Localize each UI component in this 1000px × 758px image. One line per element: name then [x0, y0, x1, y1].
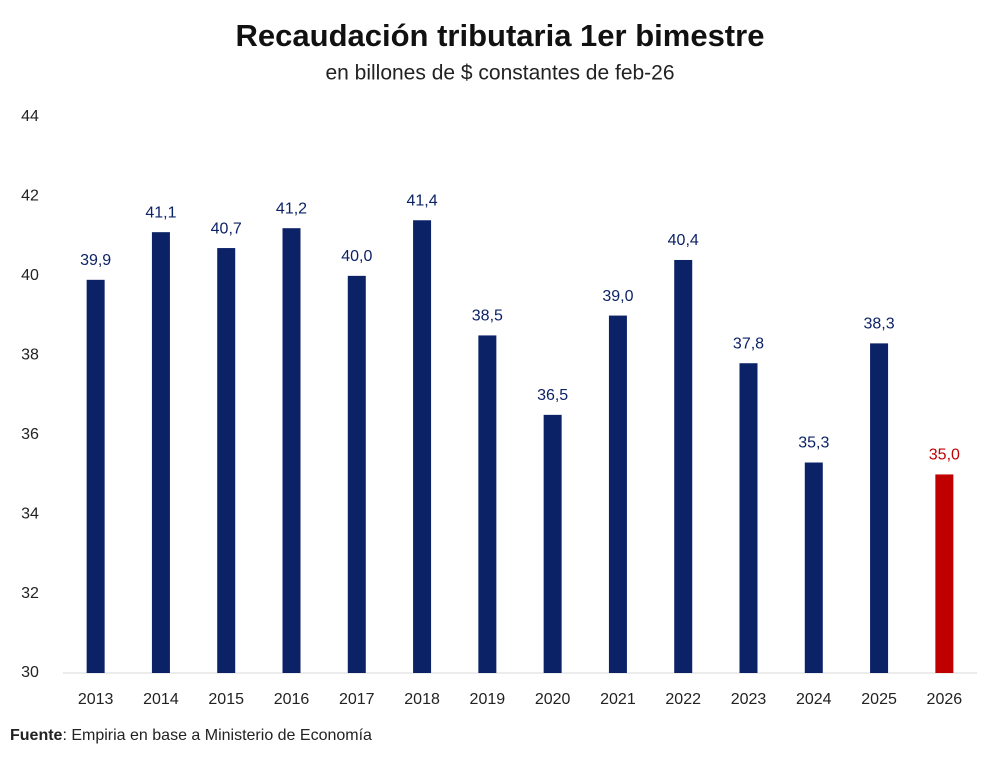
bar [86, 279, 105, 673]
y-tick-label: 34 [21, 505, 39, 522]
bar [739, 363, 758, 673]
value-label: 39,0 [602, 288, 633, 305]
source-label: Fuente [10, 727, 63, 744]
bar [935, 474, 954, 673]
x-tick-label: 2013 [78, 691, 114, 708]
x-tick-label: 2018 [404, 691, 440, 708]
bar [413, 220, 432, 673]
value-label: 38,3 [864, 316, 895, 333]
bar [870, 343, 889, 673]
bar [804, 462, 823, 673]
x-tick-label: 2021 [600, 691, 636, 708]
value-label: 40,0 [341, 248, 372, 265]
x-tick-label: 2022 [665, 691, 701, 708]
x-tick-label: 2024 [796, 691, 832, 708]
y-tick-label: 32 [21, 585, 39, 602]
y-tick-label: 38 [21, 347, 39, 364]
bar [282, 228, 301, 673]
bar [151, 232, 170, 673]
bar [674, 259, 693, 673]
value-label: 36,5 [537, 387, 568, 404]
source: Fuente: Empiria en base a Ministerio de … [10, 727, 372, 744]
chart-subtitle: en billones de $ constantes de feb-26 [325, 62, 674, 85]
source-text: : Empiria en base a Ministerio de Econom… [62, 727, 372, 744]
bar [347, 275, 366, 673]
y-tick-label: 30 [21, 664, 39, 681]
value-label: 40,4 [668, 232, 699, 249]
x-tick-label: 2023 [731, 691, 767, 708]
bar [217, 248, 236, 674]
value-label: 38,5 [472, 308, 503, 325]
x-tick-label: 2026 [927, 691, 963, 708]
bar [608, 315, 627, 673]
y-tick-label: 44 [21, 108, 39, 125]
x-tick-label: 2016 [274, 691, 310, 708]
value-label: 41,1 [145, 204, 176, 221]
y-tick-label: 36 [21, 426, 39, 443]
value-label: 41,2 [276, 200, 307, 217]
x-tick-label: 2020 [535, 691, 571, 708]
y-tick-label: 42 [21, 188, 39, 205]
value-label: 35,3 [798, 435, 829, 452]
x-tick-label: 2025 [861, 691, 897, 708]
value-label: 37,8 [733, 335, 764, 352]
x-tick-label: 2015 [208, 691, 244, 708]
chart-title: Recaudación tributaria 1er bimestre [236, 18, 765, 53]
value-label: 39,9 [80, 252, 111, 269]
x-tick-label: 2017 [339, 691, 375, 708]
y-tick-label: 40 [21, 267, 39, 284]
value-label: 41,4 [407, 192, 438, 209]
bar [478, 335, 497, 673]
x-tick-label: 2014 [143, 691, 179, 708]
x-tick-label: 2019 [470, 691, 506, 708]
value-label: 35,0 [929, 447, 960, 464]
value-label: 40,7 [211, 220, 242, 237]
bar [543, 414, 562, 673]
